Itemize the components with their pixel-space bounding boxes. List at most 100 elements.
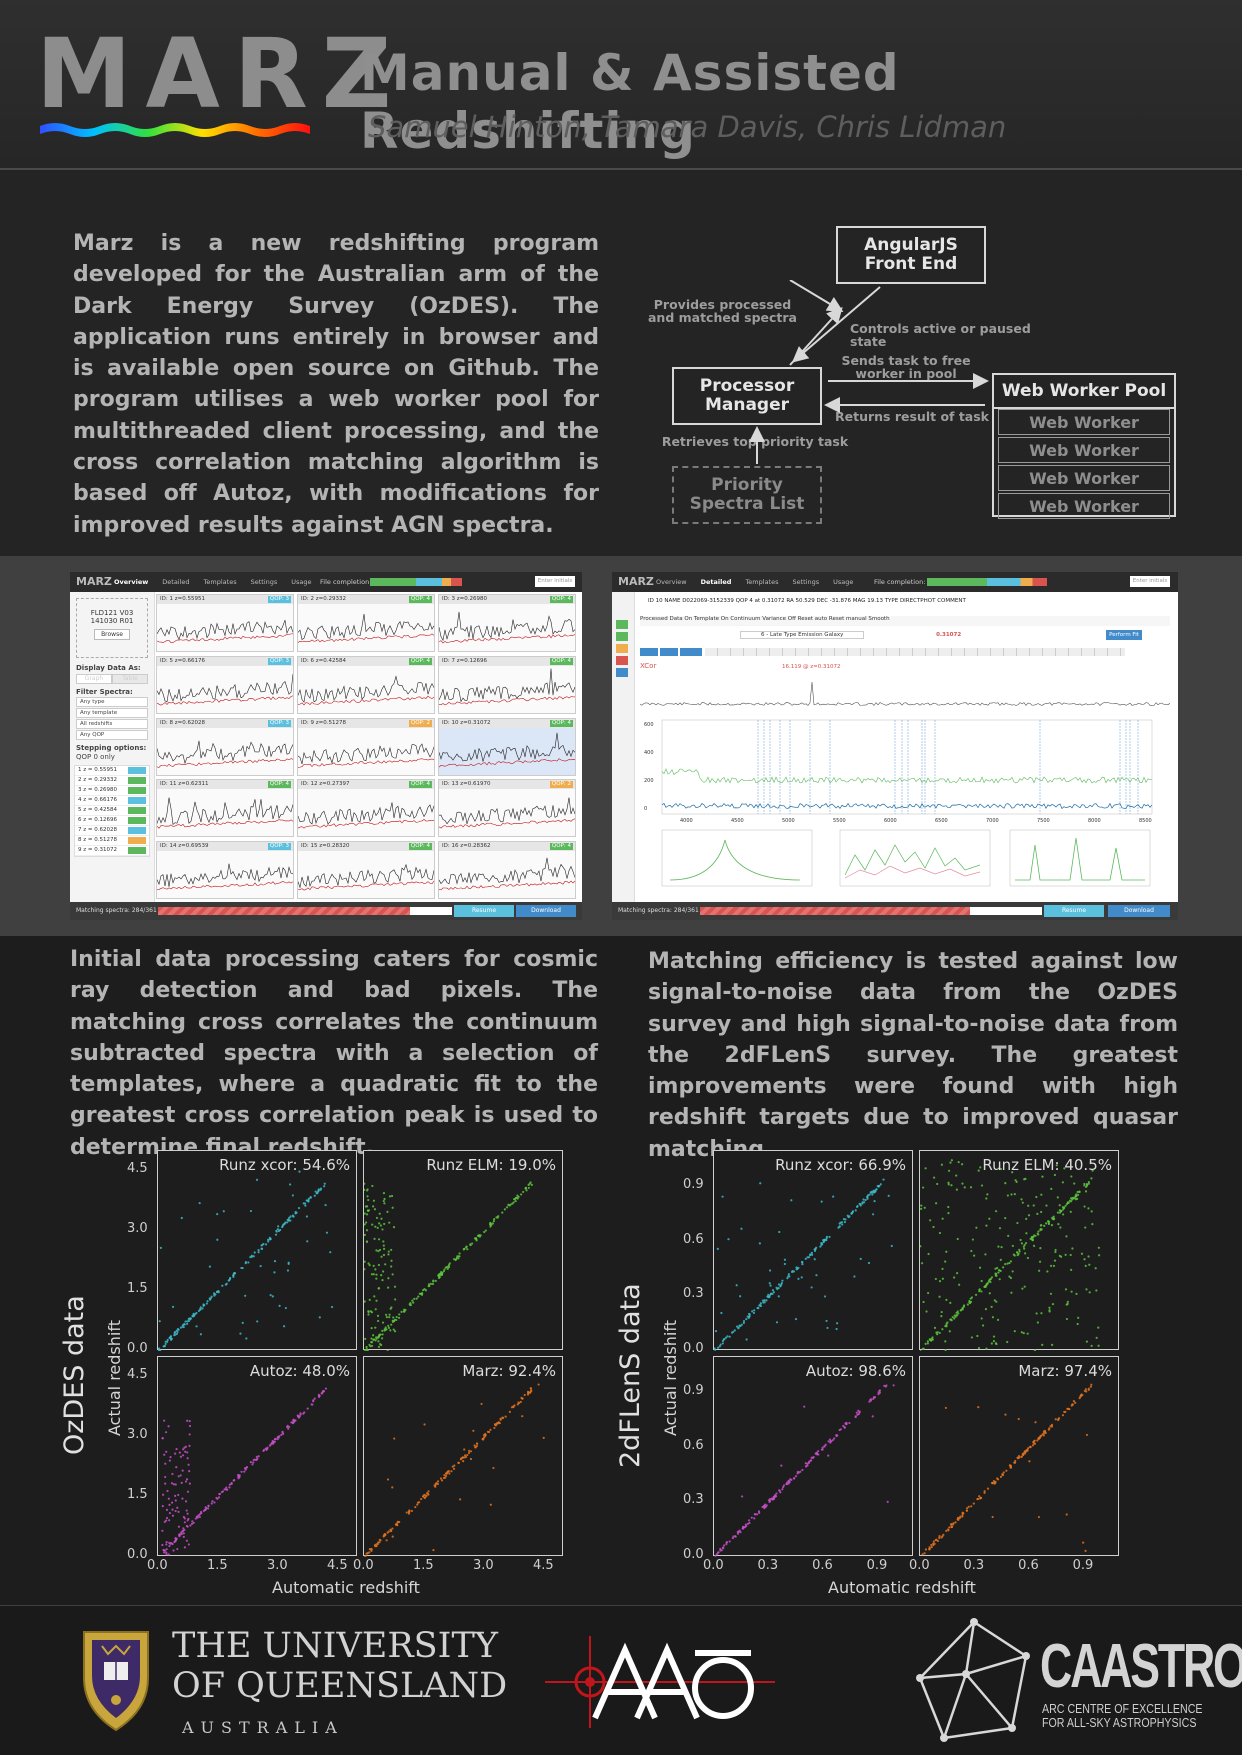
graph-button[interactable]: Graph <box>76 674 112 684</box>
scatter-point <box>968 1301 972 1305</box>
qop-button[interactable] <box>616 644 628 653</box>
tab-overview[interactable]: Overview <box>114 578 149 586</box>
tab-templates[interactable]: Templates <box>745 578 779 586</box>
scatter-point <box>202 1303 205 1306</box>
scatter-point <box>168 1519 171 1522</box>
scatter-point <box>839 1428 842 1431</box>
list-item[interactable]: 5 z = 0.42584 <box>75 806 149 816</box>
filter-select[interactable]: Any type <box>76 697 148 707</box>
scatter-point <box>176 1330 179 1334</box>
qop-button[interactable] <box>616 620 628 629</box>
scatter-point <box>999 1475 1003 1478</box>
scatter-point <box>266 1446 269 1449</box>
app-tabs[interactable]: Overview Detailed Templates Settings Usage <box>656 578 867 586</box>
qop-button[interactable] <box>616 632 628 641</box>
spectrum-cell[interactable]: ID: 15 z=0.28320 QOP: 4 <box>297 841 435 900</box>
app-tabs[interactable]: Overview Detailed Templates Settings Usage <box>114 578 326 586</box>
spectrum-cell[interactable]: ID: 16 z=0.28362 QOP: 4 <box>438 841 576 900</box>
initials-input[interactable]: Enter initials <box>1130 576 1170 587</box>
app-navbar: MARZ Overview Detailed Templates Settings Us… <box>612 572 1178 592</box>
spectrum-cell[interactable]: ID: 12 z=0.27397 QOP: 4 <box>297 779 435 838</box>
spectrum-cell[interactable]: ID: 9 z=0.51278 QOP: 2 <box>297 717 435 776</box>
spectrum-cell[interactable]: ID: 2 z=0.29332 QOP: 4 <box>297 594 435 652</box>
tab-overview[interactable]: Overview <box>656 578 687 586</box>
scatter-point <box>1061 1181 1064 1184</box>
filter-select[interactable]: Any template <box>76 708 148 718</box>
tab-usage[interactable]: Usage <box>833 578 854 586</box>
scatter-point <box>436 1480 440 1483</box>
list-item[interactable]: 1 z = 0.55951 <box>75 766 149 776</box>
tab-settings[interactable]: Settings <box>792 578 820 586</box>
cell-spectrum <box>298 613 434 643</box>
scatter-point <box>1036 1232 1039 1235</box>
spectrum-cell[interactable]: ID: 6 z=0.42584 QOP: 4 <box>297 655 435 714</box>
spectrum-cell[interactable]: ID: 13 z=0.61970 QOP: 2 <box>438 779 576 838</box>
scatter-point <box>408 1509 411 1512</box>
template-select[interactable]: 6 - Late Type Emission Galaxy <box>740 631 865 639</box>
scatter-point <box>174 1333 177 1336</box>
redshift-value[interactable]: 0.31072 <box>936 632 962 638</box>
cell-redshift: z=0.28320 <box>319 843 350 850</box>
scatter-point <box>289 1215 292 1218</box>
qop-badge <box>128 837 146 844</box>
initials-input[interactable]: Enter initials <box>535 576 575 587</box>
y-tick-label: 0.3 <box>683 1492 704 1508</box>
scatter-point <box>1009 1465 1012 1468</box>
list-item[interactable]: 9 z = 0.31072 <box>75 846 149 856</box>
tab-usage[interactable]: Usage <box>291 578 312 586</box>
list-item[interactable]: 4 z = 0.66176 <box>75 796 149 806</box>
filter-select[interactable]: Any QOP <box>76 730 148 740</box>
tab-detailed[interactable]: Detailed <box>162 578 190 586</box>
scatter-point <box>241 1321 244 1324</box>
scatter-point <box>753 1309 756 1312</box>
scatter-point <box>921 1553 924 1556</box>
scatter-point <box>957 1312 960 1315</box>
tab-settings[interactable]: Settings <box>250 578 278 586</box>
list-item[interactable]: 2 z = 0.29332 <box>75 776 149 786</box>
tab-detailed[interactable]: Detailed <box>700 578 732 586</box>
spectrum-cell[interactable]: ID: 14 z=0.69539 QOP: 3 <box>156 841 294 900</box>
scatter-point <box>882 1178 885 1181</box>
scatter-point <box>1049 1292 1053 1295</box>
spectrum-cell[interactable]: ID: 10 z=0.31072 QOP: 4 <box>438 717 576 776</box>
resume-button[interactable]: Resume <box>454 905 514 917</box>
qop0-checkbox[interactable]: QOP 0 only <box>76 753 115 761</box>
scatter-point <box>714 1554 717 1557</box>
spectrum-cell[interactable]: ID: 7 z=0.12696 QOP: 4 <box>438 655 576 714</box>
display-controls[interactable]: Processed Data On Template On Continuum … <box>640 616 1170 626</box>
table-button[interactable]: Table <box>112 674 148 684</box>
spectrum-cell[interactable]: ID: 5 z=0.66176 QOP: 3 <box>156 655 294 714</box>
cell-redshift: z=0.51278 <box>315 719 346 726</box>
spectrum-cell[interactable]: ID: 1 z=0.55951 QOP: 3 <box>156 594 294 652</box>
qop-button[interactable] <box>616 656 628 665</box>
scatter-point <box>826 1326 829 1330</box>
tab-templates[interactable]: Templates <box>203 578 237 586</box>
list-item[interactable]: 6 z = 0.12696 <box>75 816 149 826</box>
perform-fit-button[interactable]: Perform Fit <box>1106 630 1142 640</box>
scatter-point <box>407 1511 411 1514</box>
line-buttons[interactable] <box>640 648 1140 656</box>
list-item[interactable]: 7 z = 0.62028 <box>75 826 149 836</box>
scatter-point <box>383 1197 386 1201</box>
download-button[interactable]: Download <box>1108 905 1170 917</box>
scatter-point <box>756 1306 759 1310</box>
x-tick-label: 7500 <box>1037 818 1050 824</box>
spectrum-cell[interactable]: ID: 11 z=0.62311 QOP: 4 <box>156 779 294 838</box>
cell-id: ID: 10 <box>442 719 461 726</box>
resume-button[interactable]: Resume <box>1044 905 1104 917</box>
scatter-point <box>364 1260 366 1263</box>
scatter-point <box>466 1248 469 1251</box>
file-dropzone[interactable]: FLD121 V03 141030 R01 Browse <box>76 598 148 658</box>
browse-button[interactable]: Browse <box>94 629 130 640</box>
list-item[interactable]: 8 z = 0.51278 <box>75 836 149 846</box>
list-item[interactable]: 3 z = 0.26980 <box>75 786 149 796</box>
spectrum-cell[interactable]: ID: 8 z=0.62028 QOP: 3 <box>156 717 294 776</box>
list-item-label: 8 z = 0.51278 <box>78 837 117 843</box>
download-button[interactable]: Download <box>516 905 576 917</box>
cell-id: ID: 16 <box>442 843 461 850</box>
spectrum-cell[interactable]: ID: 3 z=0.26980 QOP: 4 <box>438 594 576 652</box>
scatter-point <box>864 1198 867 1202</box>
filter-select[interactable]: All redshifts <box>76 719 148 729</box>
qop-button[interactable] <box>616 668 628 677</box>
scatter-point <box>775 1321 779 1324</box>
